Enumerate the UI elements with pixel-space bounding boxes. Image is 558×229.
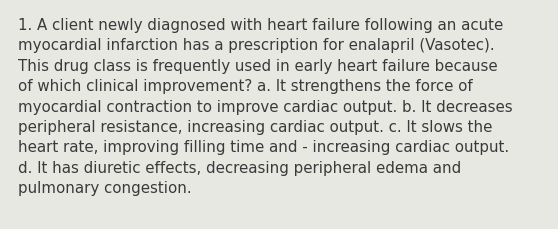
- Text: 1. A client newly diagnosed with heart failure following an acute
myocardial inf: 1. A client newly diagnosed with heart f…: [18, 18, 513, 195]
